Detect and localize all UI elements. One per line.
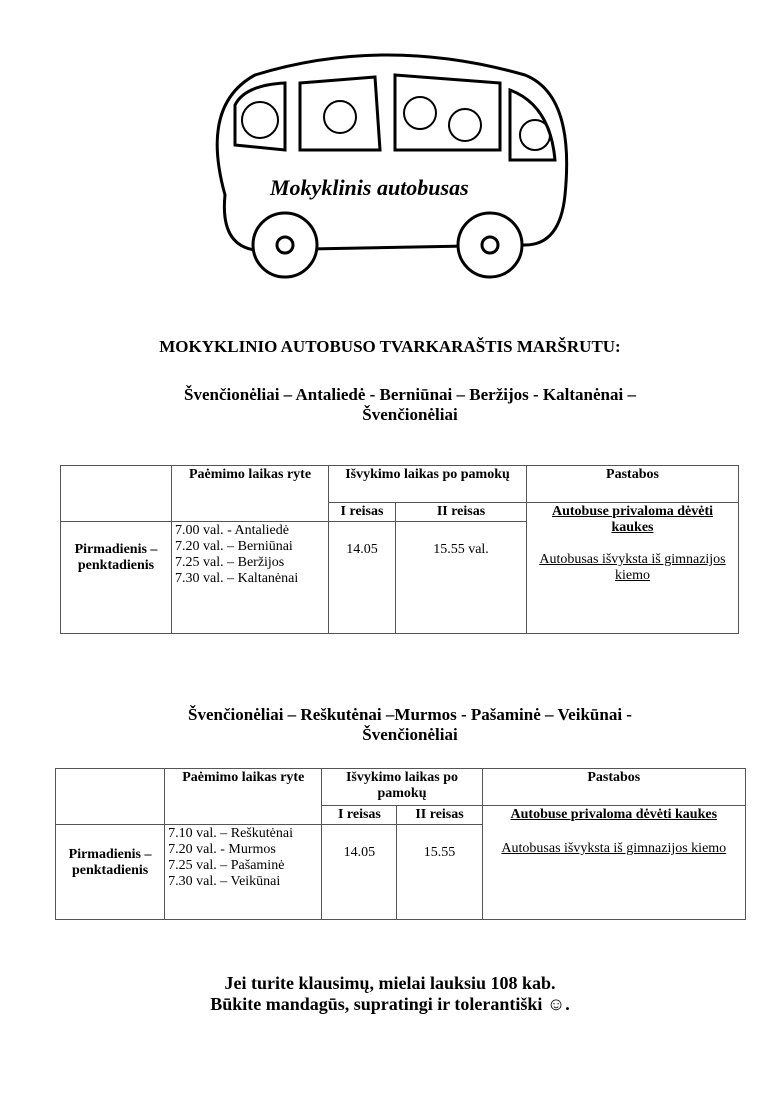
bus-caption: Mokyklinis autobusas [269,175,469,200]
route-2-table: Paėmimo laikas ryte Išvykimo laikas po pa… [54,768,747,920]
route-2-name: Švenčionėliai – Reškutėnai –Murmos - Paš… [188,705,632,744]
route-1-table: Paėmimo laikas ryte Išvykimo laikas po pa… [60,465,739,634]
footer-note: Jei turite klausimų, mielai lauksiu 108 … [210,973,570,1014]
school-bus-illustration: Mokyklinis autobusas [215,53,569,279]
route-1-name: Švenčionėliai – Antaliedė - Berniūnai – … [184,385,636,424]
stops-list: 7.00 val. - Antaliedė 7.20 val. – Berniūn… [171,521,329,634]
page-title: MOKYKLINIO AUTOBUSO TVARKARAŠTIS MARŠRUT… [159,337,621,356]
